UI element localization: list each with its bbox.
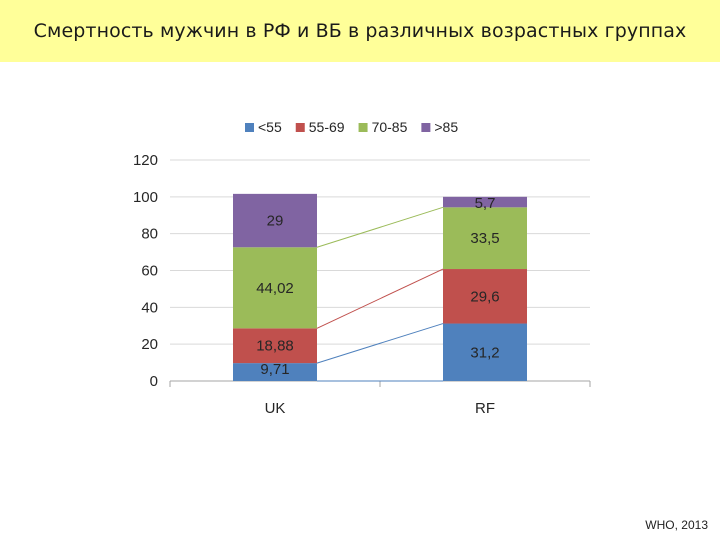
legend-label: 55-69 <box>309 119 345 135</box>
legend-label: <55 <box>258 119 282 135</box>
legend-swatch <box>245 123 254 132</box>
y-tick-label: 100 <box>133 189 158 206</box>
bar-segment <box>233 363 317 381</box>
legend-swatch <box>358 123 368 132</box>
y-tick-label: 80 <box>141 226 158 243</box>
legend-label: 70-85 <box>372 119 408 135</box>
bar-segment <box>443 323 527 381</box>
series-line <box>316 268 444 329</box>
y-tick-label: 60 <box>141 263 158 280</box>
bar-segment <box>233 247 317 329</box>
page-title: Смертность мужчин в РФ и ВБ в различных … <box>33 20 687 42</box>
data-label: 29 <box>267 213 284 230</box>
x-tick-label: UK <box>265 400 286 417</box>
x-tick-label: RF <box>475 400 495 417</box>
title-bar: Смертность мужчин в РФ и ВБ в различных … <box>0 0 720 62</box>
legend-swatch <box>295 123 305 132</box>
y-tick-label: 20 <box>141 336 158 353</box>
legend-swatch <box>421 123 431 132</box>
data-label: 29,6 <box>470 288 499 305</box>
y-tick-label: 0 <box>150 373 158 390</box>
data-label: 5,7 <box>475 195 496 212</box>
source-citation: WHO, 2013 <box>645 518 708 532</box>
series-line <box>316 206 444 248</box>
data-label: 31,2 <box>470 344 499 361</box>
data-label: 18,88 <box>256 338 294 355</box>
data-label: 33,5 <box>470 230 499 247</box>
bar-segment <box>233 193 317 248</box>
bar-segment <box>443 196 527 208</box>
y-tick-label: 120 <box>133 152 158 169</box>
bar-segment <box>233 328 317 364</box>
y-tick-label: 40 <box>141 299 158 316</box>
legend-label: >85 <box>434 119 458 135</box>
data-label: 9,71 <box>260 361 289 378</box>
bar-segment <box>443 269 527 324</box>
data-label: 44,02 <box>256 280 294 297</box>
bar-segment <box>443 207 527 270</box>
series-line <box>316 323 444 364</box>
